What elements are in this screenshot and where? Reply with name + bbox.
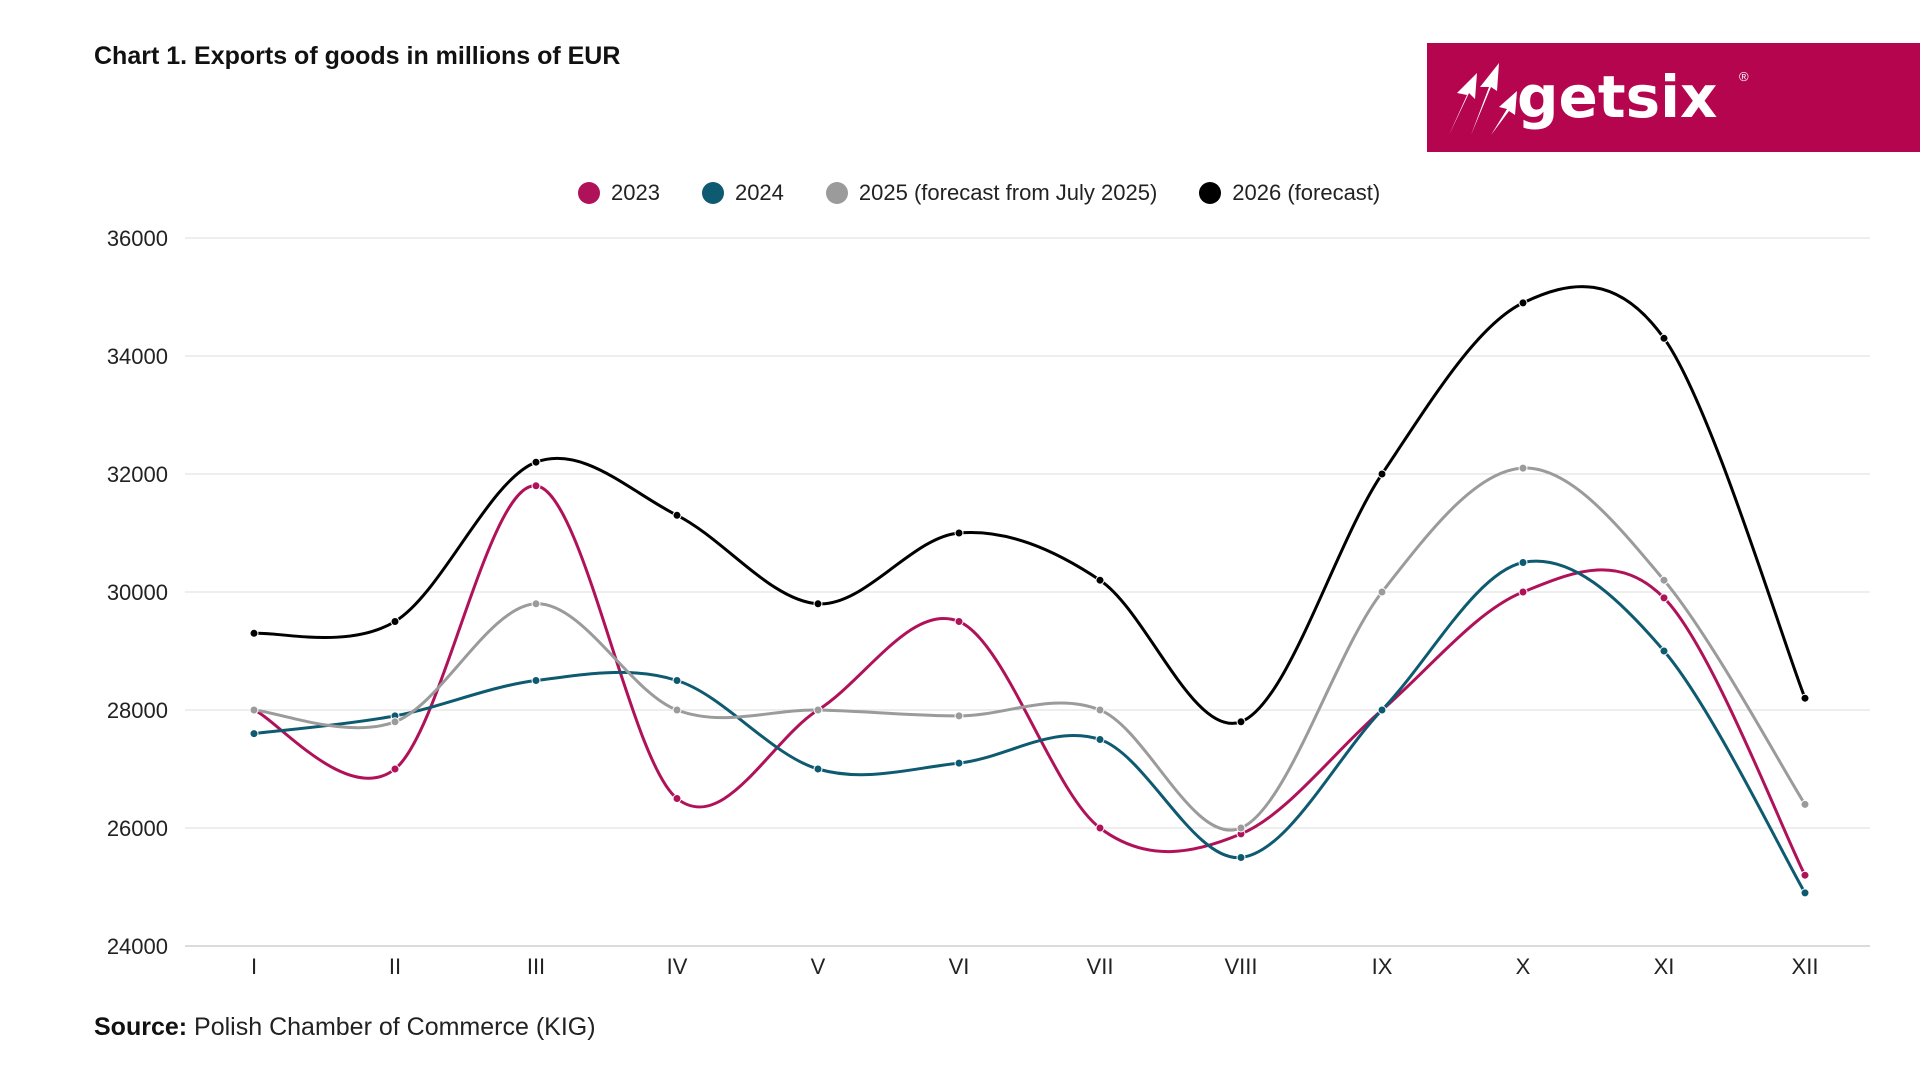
data-point [1377,587,1387,597]
data-point [1659,646,1669,656]
x-tick-label: VII [1087,954,1114,979]
logo-text: getsix [1517,63,1718,131]
x-tick-label: XI [1654,954,1675,979]
x-tick-label: I [251,954,257,979]
source-note: Source: Polish Chamber of Commerce (KIG) [94,1013,596,1042]
series-line-0 [252,484,1807,877]
y-tick-label: 28000 [107,698,168,723]
y-tick-label: 36000 [107,226,168,251]
data-point [672,705,682,715]
y-tick-label: 24000 [107,934,168,959]
x-tick-label: IV [667,954,688,979]
data-point [672,794,682,803]
legend-marker-icon [578,182,600,204]
x-tick-label: V [811,954,826,979]
legend-marker-icon [825,182,848,204]
data-point [1095,735,1105,744]
y-tick-label: 32000 [107,462,168,487]
data-point [1095,575,1105,585]
data-point [390,764,400,774]
legend-label: 2025 (forecast from July 2025) [858,180,1158,205]
data-point [813,705,823,715]
data-point [1236,823,1246,833]
data-point [1518,298,1528,308]
data-point [1236,717,1246,727]
data-point [672,510,682,520]
legend-item: 2026 (forecast) [1199,180,1380,206]
data-point [531,599,541,609]
y-tick-label: 26000 [107,816,168,841]
data-point [249,705,259,715]
data-point [249,628,259,638]
legend-label: 2024 [734,180,784,205]
data-point [390,617,400,626]
legend-marker-icon [1199,182,1222,204]
logo-background [1427,43,1920,152]
data-point [1518,558,1528,567]
legend-item: 2024 [701,180,784,206]
chart-legend: 2023 2024 2025 (forecast from July 2025) 20… [578,180,1422,206]
data-point [531,676,541,685]
chart-title: Chart 1. Exports of goods in millions of… [94,42,621,70]
data-point [954,528,964,538]
data-point [1095,823,1105,833]
data-point [1518,463,1528,473]
data-point [1095,705,1105,715]
data-point [1518,587,1528,597]
x-tick-label: II [389,954,401,979]
y-tick-label: 34000 [107,344,168,369]
legend-label: 2026 (forecast) [1232,180,1381,205]
data-point [390,717,400,727]
y-tick-label: 30000 [107,580,168,605]
data-point [1659,575,1669,585]
data-point [531,481,541,491]
x-tick-label: XII [1792,954,1819,979]
legend-item: 2023 [578,180,660,206]
x-tick-label: VIII [1224,954,1257,979]
data-point [1800,693,1810,703]
data-point [1659,333,1669,343]
data-point [1377,469,1387,479]
legend-label: 2023 [611,180,660,205]
data-point [1800,888,1810,898]
brand-logo: getsix ® [1427,43,1920,152]
x-tick-label: X [1516,954,1531,979]
legend-item: 2025 (forecast from July 2025) [825,180,1158,206]
data-point [954,758,964,768]
data-point [1659,593,1669,603]
x-tick-label: VI [949,954,970,979]
data-point [813,599,823,609]
data-point [531,457,541,467]
data-point [1800,799,1810,809]
legend-marker-icon [701,182,724,204]
series-line-3 [252,285,1807,725]
data-point [954,711,964,721]
data-point [1800,870,1810,880]
source-label: Source: [94,1013,188,1041]
data-point [672,676,682,685]
x-tick-label: III [527,954,545,979]
data-point [1377,705,1387,715]
data-point [813,764,823,774]
x-tick-label: IX [1372,954,1393,979]
source-text: Polish Chamber of Commerce (KIG) [187,1013,596,1041]
series-line-2 [252,466,1807,832]
data-point [954,617,964,626]
series-line-1 [252,559,1807,895]
data-point [249,729,259,739]
data-point [1236,853,1246,862]
logo-registered-mark: ® [1739,69,1749,84]
logo-arrows-icon [1449,63,1517,135]
